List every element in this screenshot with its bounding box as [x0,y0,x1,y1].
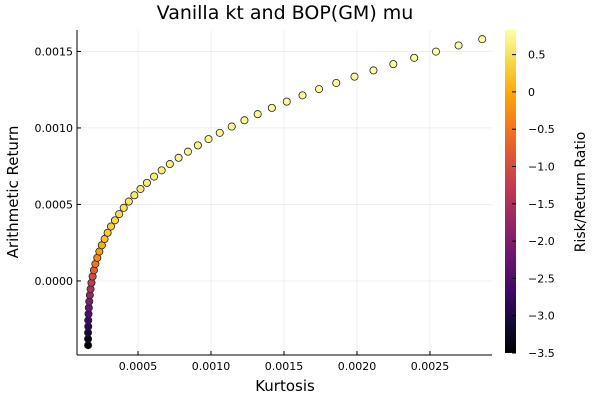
x-tick-label: 0.0015 [265,360,304,373]
data-point [115,210,124,219]
data-point [227,122,236,131]
data-point [124,197,133,206]
data-point [142,178,151,187]
data-point [431,47,440,56]
colorbar-tick-label: −3.0 [528,310,555,323]
colorbar-tick-label: −2.0 [528,235,555,248]
data-point [332,78,341,87]
data-point [410,53,419,62]
y-axis-label: Arithmetic Return [4,126,22,259]
y-tick-label: 0.0010 [35,122,74,135]
data-point [103,228,112,237]
data-point [150,172,159,181]
data-point [100,235,109,244]
axes: 0.0005 0.0010 0.0015 0.0020 0.0025 0.0000 0.00… [35,30,492,373]
data-point [267,103,276,112]
data-point [204,135,213,144]
colorbar [505,30,516,353]
colorbar-tick-label: −1.0 [528,161,555,174]
data-point [253,110,262,119]
data-point [215,128,224,137]
data-point [130,191,139,200]
data-point [369,66,378,75]
colorbar-ticks: 0.5 0 −0.5 −1.0 −1.5 −2.0 −2.5 −3.0 −3.5 [512,49,555,360]
colorbar-label: Risk/Return Ratio [573,132,589,253]
data-points [84,35,487,350]
x-axis-label: Kurtosis [255,377,315,395]
y-tick-label: 0.0005 [35,198,74,211]
x-tick-label: 0.0010 [192,360,231,373]
data-point [478,35,487,44]
grid-lines [77,30,492,355]
colorbar-tick-label: −1.5 [528,198,555,211]
data-point [350,72,359,81]
colorbar-tick-label: 0 [528,86,535,99]
x-tick-label: 0.0025 [411,360,450,373]
data-point [193,141,202,150]
data-point [389,60,398,69]
x-tick-label: 0.0005 [119,360,158,373]
data-point [136,184,145,193]
colorbar-tick-label: −3.5 [528,347,555,360]
colorbar-tick-label: 0.5 [528,49,546,62]
data-point [282,97,291,106]
data-point [315,85,324,94]
data-point [165,160,174,169]
x-tick-label: 0.0020 [338,360,377,373]
data-point [183,147,192,156]
data-point [157,166,166,175]
data-point [110,216,119,225]
data-point [240,116,249,125]
data-point [119,203,128,212]
chart-title: Vanilla kt and BOP(GM) mu [157,2,414,24]
data-point [298,91,307,100]
data-point [107,222,116,231]
y-tick-label: 0.0000 [35,275,74,288]
data-point [454,41,463,50]
data-point [174,153,183,162]
y-tick-label: 0.0015 [35,45,74,58]
colorbar-tick-label: −0.5 [528,123,555,136]
colorbar-tick-label: −2.5 [528,272,555,285]
